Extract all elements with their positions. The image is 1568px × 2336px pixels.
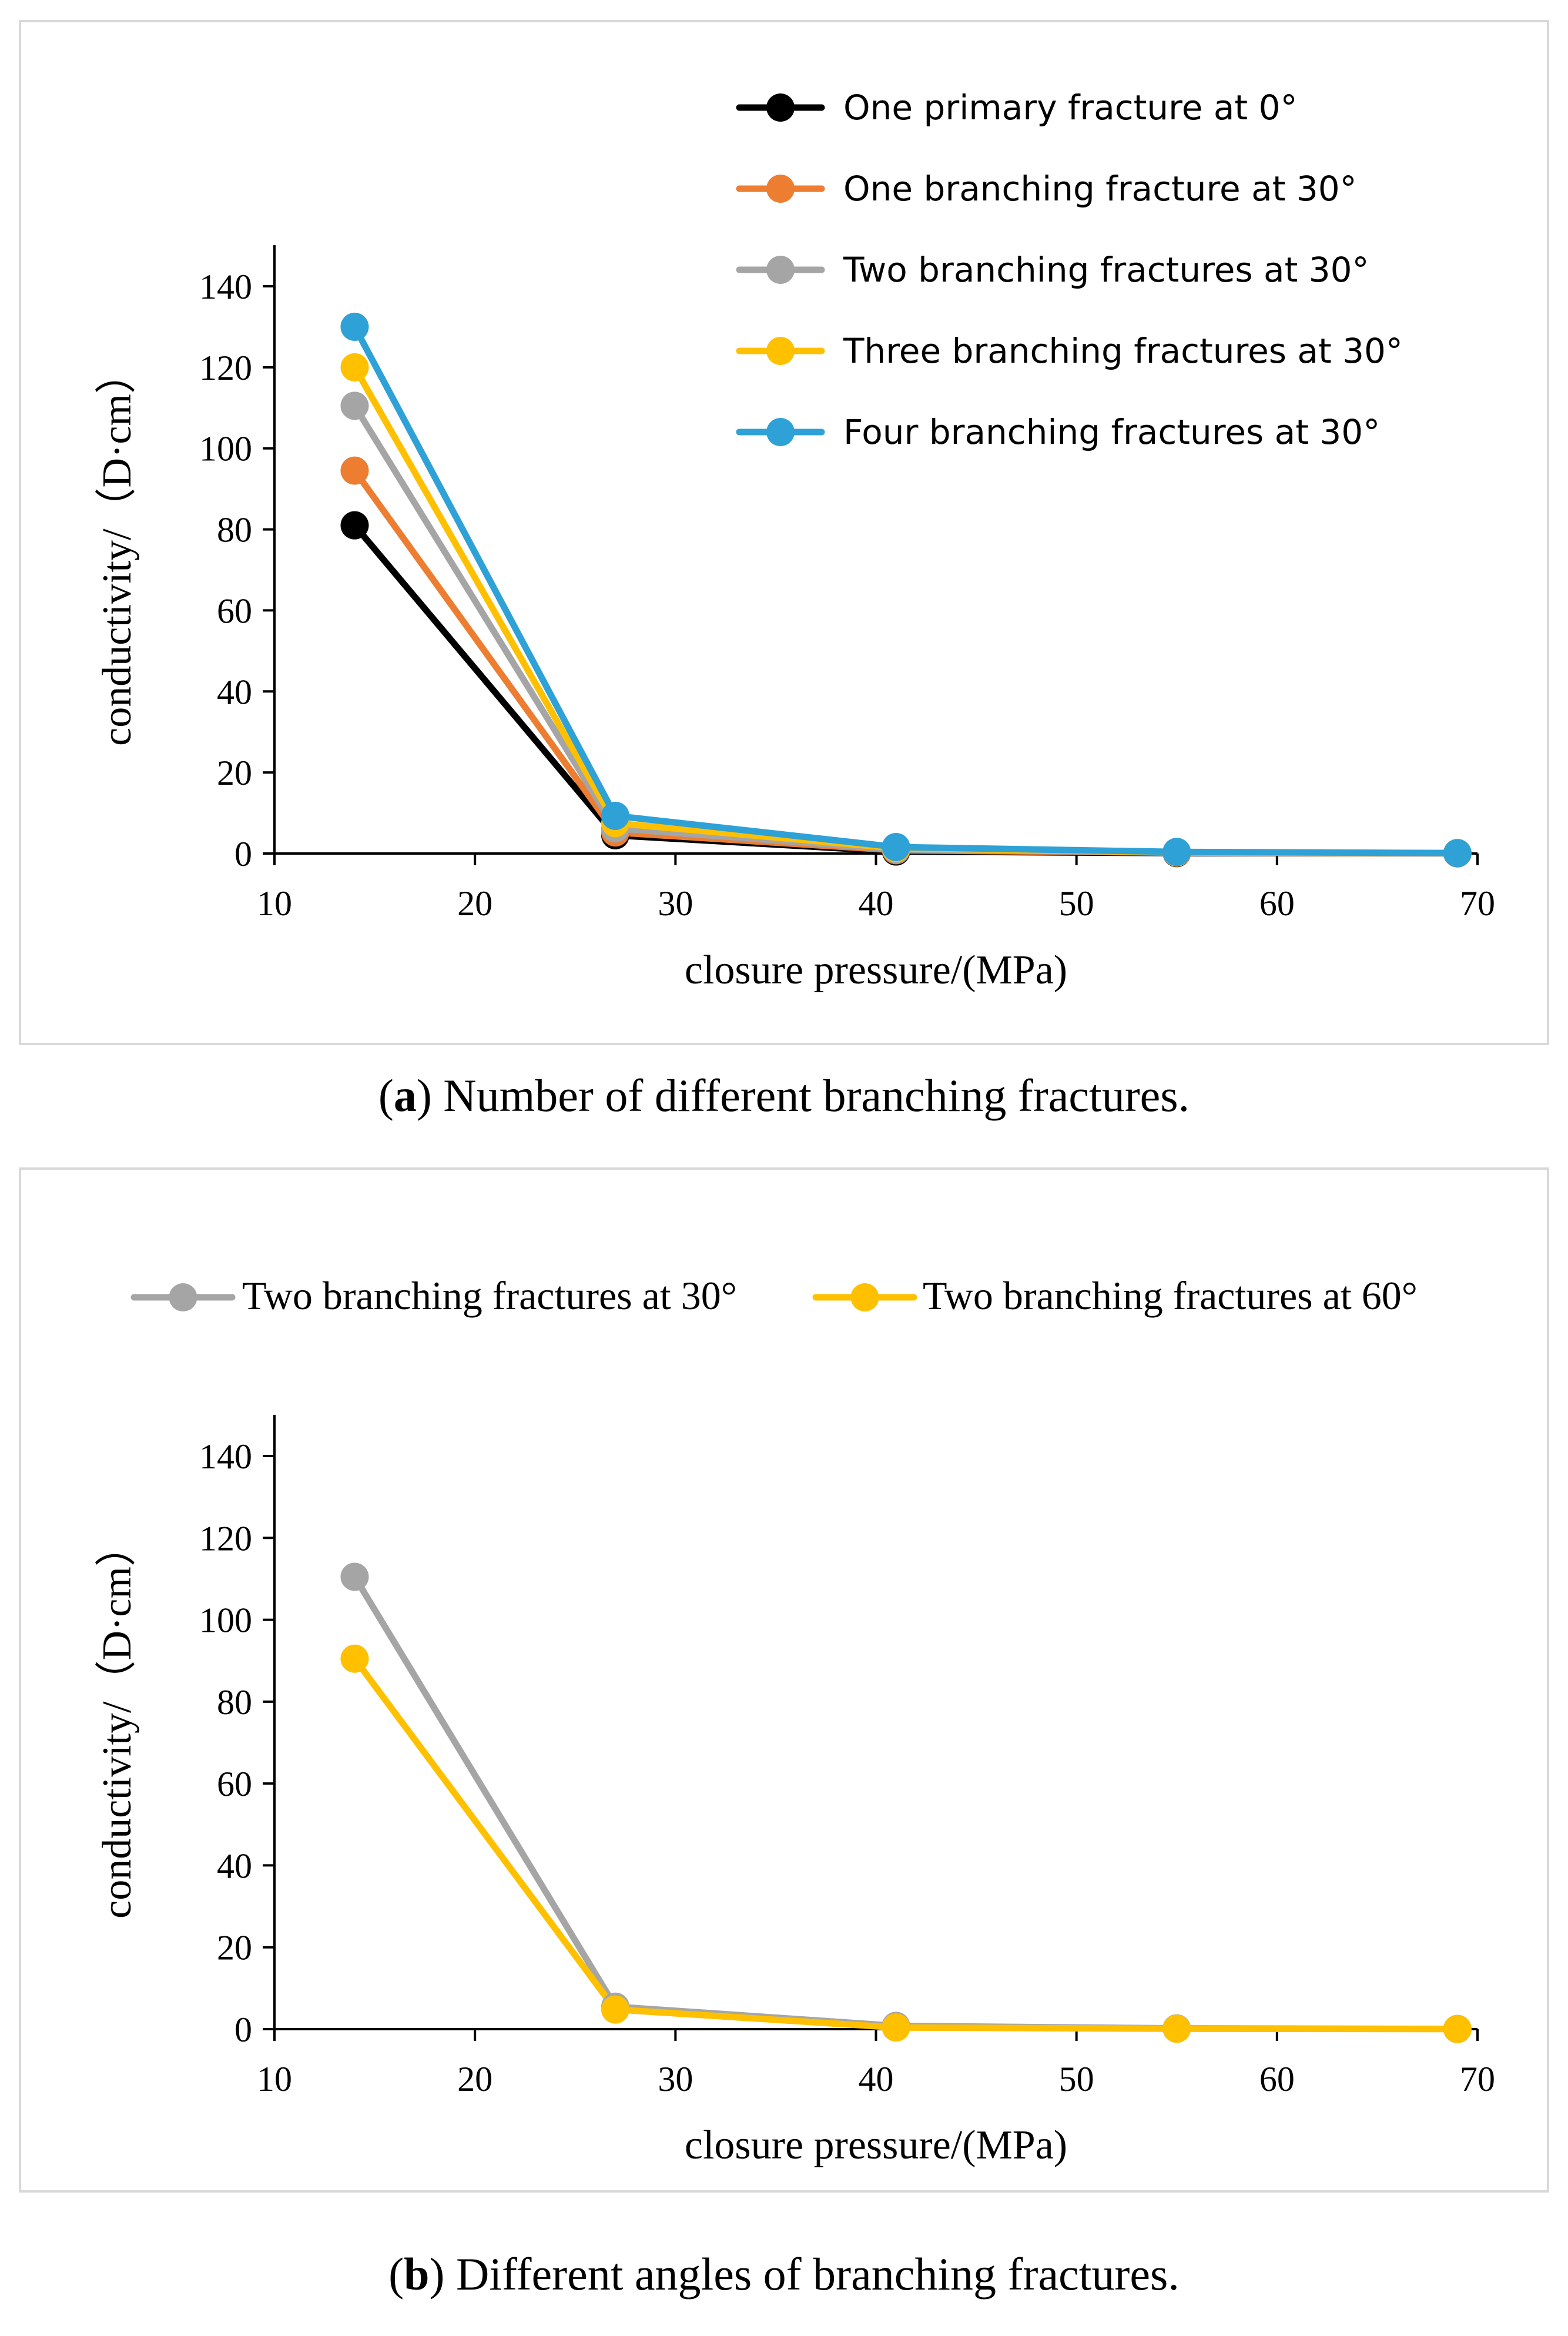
y-axis-title: conductivity/（D·cm） (95, 1525, 140, 1919)
y-tick-label: 120 (199, 1519, 252, 1558)
legend-marker (766, 93, 795, 122)
legend-marker (169, 1283, 197, 1311)
data-point (882, 2013, 910, 2042)
chart-panel-a: 0 20 40 60 80 100 120 140 10 20 30 40 50 60 70 closure … (19, 20, 1549, 1121)
legend-marker (850, 1283, 879, 1311)
x-tick-label: 20 (457, 884, 492, 923)
figure-caption: (b) Different angles of branching fractu… (388, 2248, 1180, 2300)
x-tick-label: 40 (859, 2060, 894, 2099)
y-tick-label: 100 (199, 1601, 252, 1640)
x-tick-label: 30 (658, 884, 693, 923)
data-point (340, 511, 369, 540)
y-axis-title: conductivity/（D·cm） (95, 353, 140, 746)
data-point (340, 353, 369, 381)
y-tick-label: 140 (199, 1437, 252, 1476)
data-point (340, 456, 369, 485)
x-tick-label: 60 (1259, 884, 1295, 923)
y-tick-label: 140 (199, 267, 252, 306)
y-tick-label: 100 (199, 430, 252, 468)
y-tick-label: 40 (217, 672, 252, 711)
legend-label: One primary fracture at 0° (843, 88, 1297, 128)
data-point (601, 801, 629, 830)
legend-label: Two branching fractures at 30° (843, 250, 1369, 290)
x-axis-title: closure pressure/(MPa) (685, 948, 1067, 993)
data-point (340, 391, 369, 420)
y-tick-label: 80 (217, 511, 252, 550)
y-tick-label: 120 (199, 349, 252, 387)
data-point (1443, 839, 1472, 868)
y-tick-label: 20 (217, 1929, 252, 1967)
y-tick-label: 0 (234, 835, 252, 874)
y-tick-label: 0 (234, 2010, 252, 2049)
y-tick-label: 60 (217, 591, 252, 630)
data-point (1162, 838, 1191, 866)
data-point (340, 1562, 369, 1591)
x-tick-label: 70 (1460, 2060, 1495, 2099)
data-point (340, 312, 369, 341)
y-tick-label: 60 (217, 1765, 252, 1803)
x-tick-label: 20 (457, 2060, 492, 2099)
x-tick-label: 50 (1059, 884, 1094, 923)
x-tick-label: 70 (1460, 884, 1495, 923)
x-tick-label: 60 (1259, 2060, 1295, 2099)
legend-marker (766, 337, 795, 365)
data-point (1443, 2014, 1472, 2043)
legend-marker (766, 256, 795, 284)
chart-panel-b: 0 20 40 60 80 100 120 140 10 20 30 40 50 60 70 closure … (19, 1167, 1549, 2300)
x-tick-label: 40 (859, 884, 894, 923)
legend-label: Four branching fractures at 30° (843, 412, 1380, 452)
legend-label: Two branching fractures at 60° (923, 1273, 1418, 1318)
y-tick-label: 80 (217, 1683, 252, 1722)
legend-marker (766, 418, 795, 446)
legend-marker (766, 175, 795, 203)
data-point (1162, 2014, 1191, 2043)
legend-label: Two branching fractures at 30° (242, 1273, 737, 1318)
legend-label: One branching fracture at 30° (843, 169, 1357, 209)
x-tick-label: 50 (1059, 2060, 1094, 2099)
data-point (882, 832, 910, 861)
figure-caption: (a) Number of different branching fractu… (378, 1070, 1190, 1121)
legend-label: Three branching fractures at 30° (843, 331, 1403, 371)
x-tick-label: 10 (257, 884, 292, 923)
data-point (601, 1995, 629, 2024)
x-tick-label: 10 (257, 2060, 292, 2099)
y-tick-label: 20 (217, 754, 252, 792)
x-tick-label: 30 (658, 2060, 693, 2099)
y-tick-label: 40 (217, 1846, 252, 1885)
x-axis-title: closure pressure/(MPa) (685, 2123, 1067, 2168)
data-point (340, 1644, 369, 1673)
